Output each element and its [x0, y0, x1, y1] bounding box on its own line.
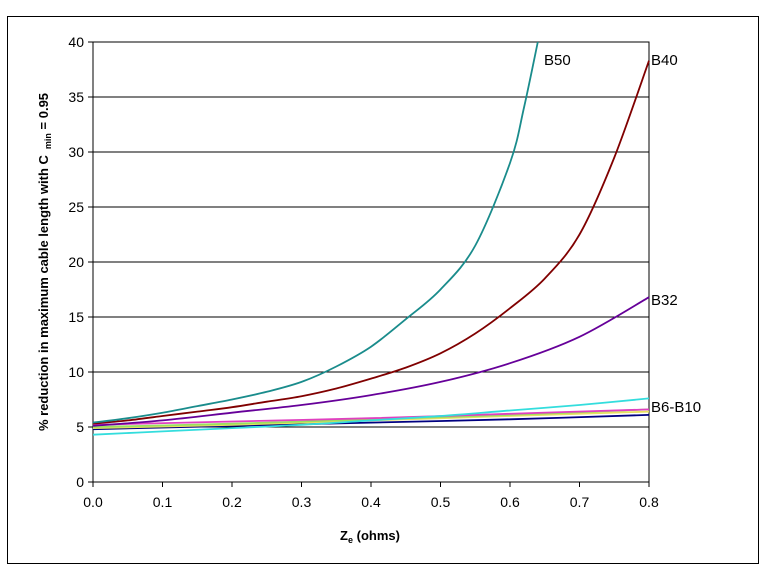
y-axis-title: % reduction in maximum cable length with… [36, 93, 53, 431]
x-axis-ticks: 0.0 0.1 0.2 0.3 0.4 0.5 0.6 0.7 0.8 [83, 482, 659, 510]
x-tick-label-6: 0.6 [500, 494, 520, 510]
label-b6-b10: B6-B10 [651, 399, 701, 416]
label-b50: B50 [544, 52, 571, 69]
x-axis-title-rest: (ohms) [353, 528, 400, 543]
x-tick-label-8: 0.8 [639, 494, 659, 510]
series-lines [92, 41, 650, 436]
series-line-b50 [92, 41, 539, 424]
y-axis-ticks: 0 5 10 15 20 25 30 35 40 [68, 34, 93, 490]
x-tick-label-1: 0.1 [153, 494, 173, 510]
y-tick-label-1: 5 [76, 419, 84, 435]
x-tick-label-2: 0.2 [222, 494, 242, 510]
series-line-b6-b10-cyan [92, 397, 650, 436]
chart-frame: 0.0 0.1 0.2 0.3 0.4 0.5 0.6 0.7 0.8 0 5 10 15 20 25 30… [7, 16, 759, 564]
y-tick-label-6: 30 [68, 144, 84, 160]
y-axis-title-subscript: min [43, 133, 53, 149]
label-b40: B40 [651, 52, 678, 69]
y-tick-label-0: 0 [76, 474, 84, 490]
x-tick-label-3: 0.3 [292, 494, 312, 510]
y-tick-label-7: 35 [68, 89, 84, 105]
y-tick-label-5: 25 [68, 199, 84, 215]
y-tick-label-3: 15 [68, 309, 84, 325]
x-axis-title-main: Z [340, 528, 348, 543]
x-axis-title: Ze (ohms) [340, 528, 400, 545]
series-line-b32 [92, 296, 650, 427]
line-chart: 0.0 0.1 0.2 0.3 0.4 0.5 0.6 0.7 0.8 0 5 10 15 20 25 30… [36, 34, 701, 545]
label-b32: B32 [651, 292, 678, 309]
y-tick-label-8: 40 [68, 34, 84, 50]
y-tick-label-2: 10 [68, 364, 84, 380]
x-tick-label-4: 0.4 [361, 494, 381, 510]
x-tick-label-7: 0.7 [570, 494, 590, 510]
y-tick-label-4: 20 [68, 254, 84, 270]
x-tick-label-0: 0.0 [83, 494, 103, 510]
y-axis-title-rest: = 0.95 [36, 93, 51, 133]
series-line-b40 [92, 60, 650, 425]
series-line-b6-b10-navy [92, 414, 650, 431]
x-axis-title-subscript: e [348, 535, 353, 545]
x-tick-label-5: 0.5 [431, 494, 451, 510]
y-axis-title-main: % reduction in maximum cable length with… [36, 155, 51, 432]
series-line-b6-b10-magenta [92, 408, 650, 426]
gridlines [93, 41, 649, 483]
